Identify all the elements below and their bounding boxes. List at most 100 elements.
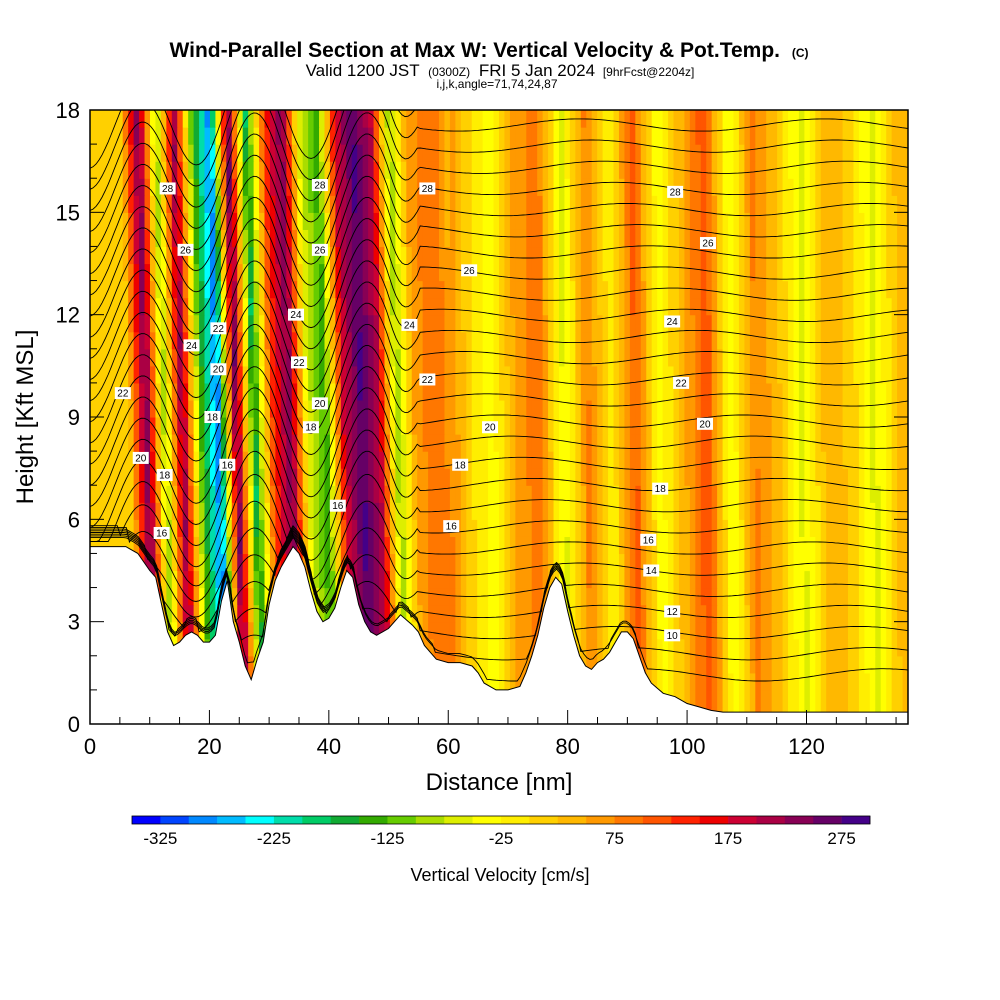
- w-cell: [368, 399, 375, 418]
- w-cell: [809, 553, 816, 572]
- w-cell: [111, 178, 118, 196]
- w-cell: [400, 178, 407, 196]
- w-cell: [477, 655, 484, 674]
- w-cell: [738, 195, 745, 213]
- w-cell: [520, 451, 527, 469]
- w-cell: [689, 417, 696, 435]
- w-cell: [444, 417, 451, 435]
- w-cell: [744, 399, 751, 418]
- w-cell: [395, 468, 402, 486]
- w-cell: [853, 348, 860, 367]
- w-cell: [793, 536, 800, 555]
- w-cell: [477, 178, 484, 196]
- w-cell: [771, 519, 778, 537]
- w-cell: [111, 161, 118, 179]
- w-cell: [733, 553, 740, 572]
- w-cell: [460, 365, 467, 384]
- w-cell: [591, 314, 598, 333]
- w-cell: [760, 161, 767, 179]
- w-cell: [695, 348, 702, 367]
- w-cell: [384, 485, 391, 503]
- w-cell: [504, 604, 511, 623]
- w-cell: [100, 161, 107, 179]
- w-cell: [591, 621, 598, 640]
- w-cell: [242, 502, 249, 520]
- w-cell: [897, 314, 904, 333]
- w-cell: [662, 536, 669, 555]
- w-cell: [564, 297, 571, 316]
- w-cell: [308, 485, 315, 503]
- w-cell: [133, 536, 140, 555]
- w-cell: [586, 178, 593, 196]
- w-cell: [231, 587, 238, 606]
- w-cell: [782, 382, 789, 401]
- w-cell: [329, 246, 336, 265]
- w-cell: [313, 314, 320, 333]
- w-cell: [613, 263, 620, 282]
- w-cell: [204, 587, 211, 606]
- w-cell: [384, 280, 391, 299]
- w-cell: [182, 348, 189, 367]
- w-cell: [253, 314, 260, 333]
- w-cell: [755, 263, 762, 282]
- w-cell: [591, 399, 598, 418]
- w-cell: [106, 263, 113, 282]
- w-cell: [793, 348, 800, 367]
- w-cell: [897, 434, 904, 452]
- w-cell: [869, 587, 876, 606]
- w-cell: [831, 195, 838, 213]
- w-cell: [793, 638, 800, 657]
- w-cell: [553, 536, 560, 555]
- w-cell: [122, 468, 129, 486]
- w-cell: [439, 604, 446, 623]
- w-cell: [466, 434, 473, 452]
- w-cell: [520, 297, 527, 316]
- w-cell: [580, 417, 587, 435]
- w-cell: [237, 263, 244, 282]
- w-cell: [133, 229, 140, 248]
- w-cell: [515, 485, 522, 503]
- w-cell: [777, 348, 784, 367]
- w-cell: [717, 331, 724, 350]
- w-cell: [635, 519, 642, 537]
- w-cell: [569, 587, 576, 606]
- w-cell: [788, 468, 795, 486]
- w-cell: [804, 212, 811, 230]
- w-cell: [444, 212, 451, 230]
- w-cell: [700, 161, 707, 179]
- w-cell: [886, 604, 893, 623]
- w-cell: [864, 382, 871, 401]
- w-cell: [362, 382, 369, 401]
- w-cell: [553, 331, 560, 350]
- w-cell: [717, 570, 724, 589]
- w-cell: [548, 382, 555, 401]
- w-cell: [444, 536, 451, 555]
- w-cell: [580, 587, 587, 606]
- w-cell: [166, 246, 173, 265]
- w-cell: [477, 280, 484, 299]
- w-cell: [738, 689, 745, 708]
- w-cell: [433, 297, 440, 316]
- w-cell: [319, 451, 326, 469]
- w-cell: [357, 434, 364, 452]
- w-cell: [133, 280, 140, 299]
- w-cell: [324, 451, 331, 469]
- w-cell: [209, 519, 217, 537]
- w-cell: [351, 399, 358, 418]
- w-cell: [95, 246, 102, 265]
- w-cell: [357, 161, 364, 179]
- w-cell: [826, 451, 833, 469]
- w-cell: [351, 178, 358, 196]
- w-cell: [264, 348, 271, 367]
- w-cell: [297, 468, 304, 486]
- w-cell: [657, 604, 664, 623]
- w-cell: [722, 502, 729, 520]
- w-cell: [379, 536, 386, 555]
- w-cell: [351, 195, 358, 213]
- w-cell: [777, 502, 784, 520]
- w-cell: [368, 434, 375, 452]
- w-cell: [755, 638, 762, 657]
- w-cell: [744, 655, 751, 674]
- w-cell: [548, 365, 555, 384]
- w-cell: [455, 468, 462, 486]
